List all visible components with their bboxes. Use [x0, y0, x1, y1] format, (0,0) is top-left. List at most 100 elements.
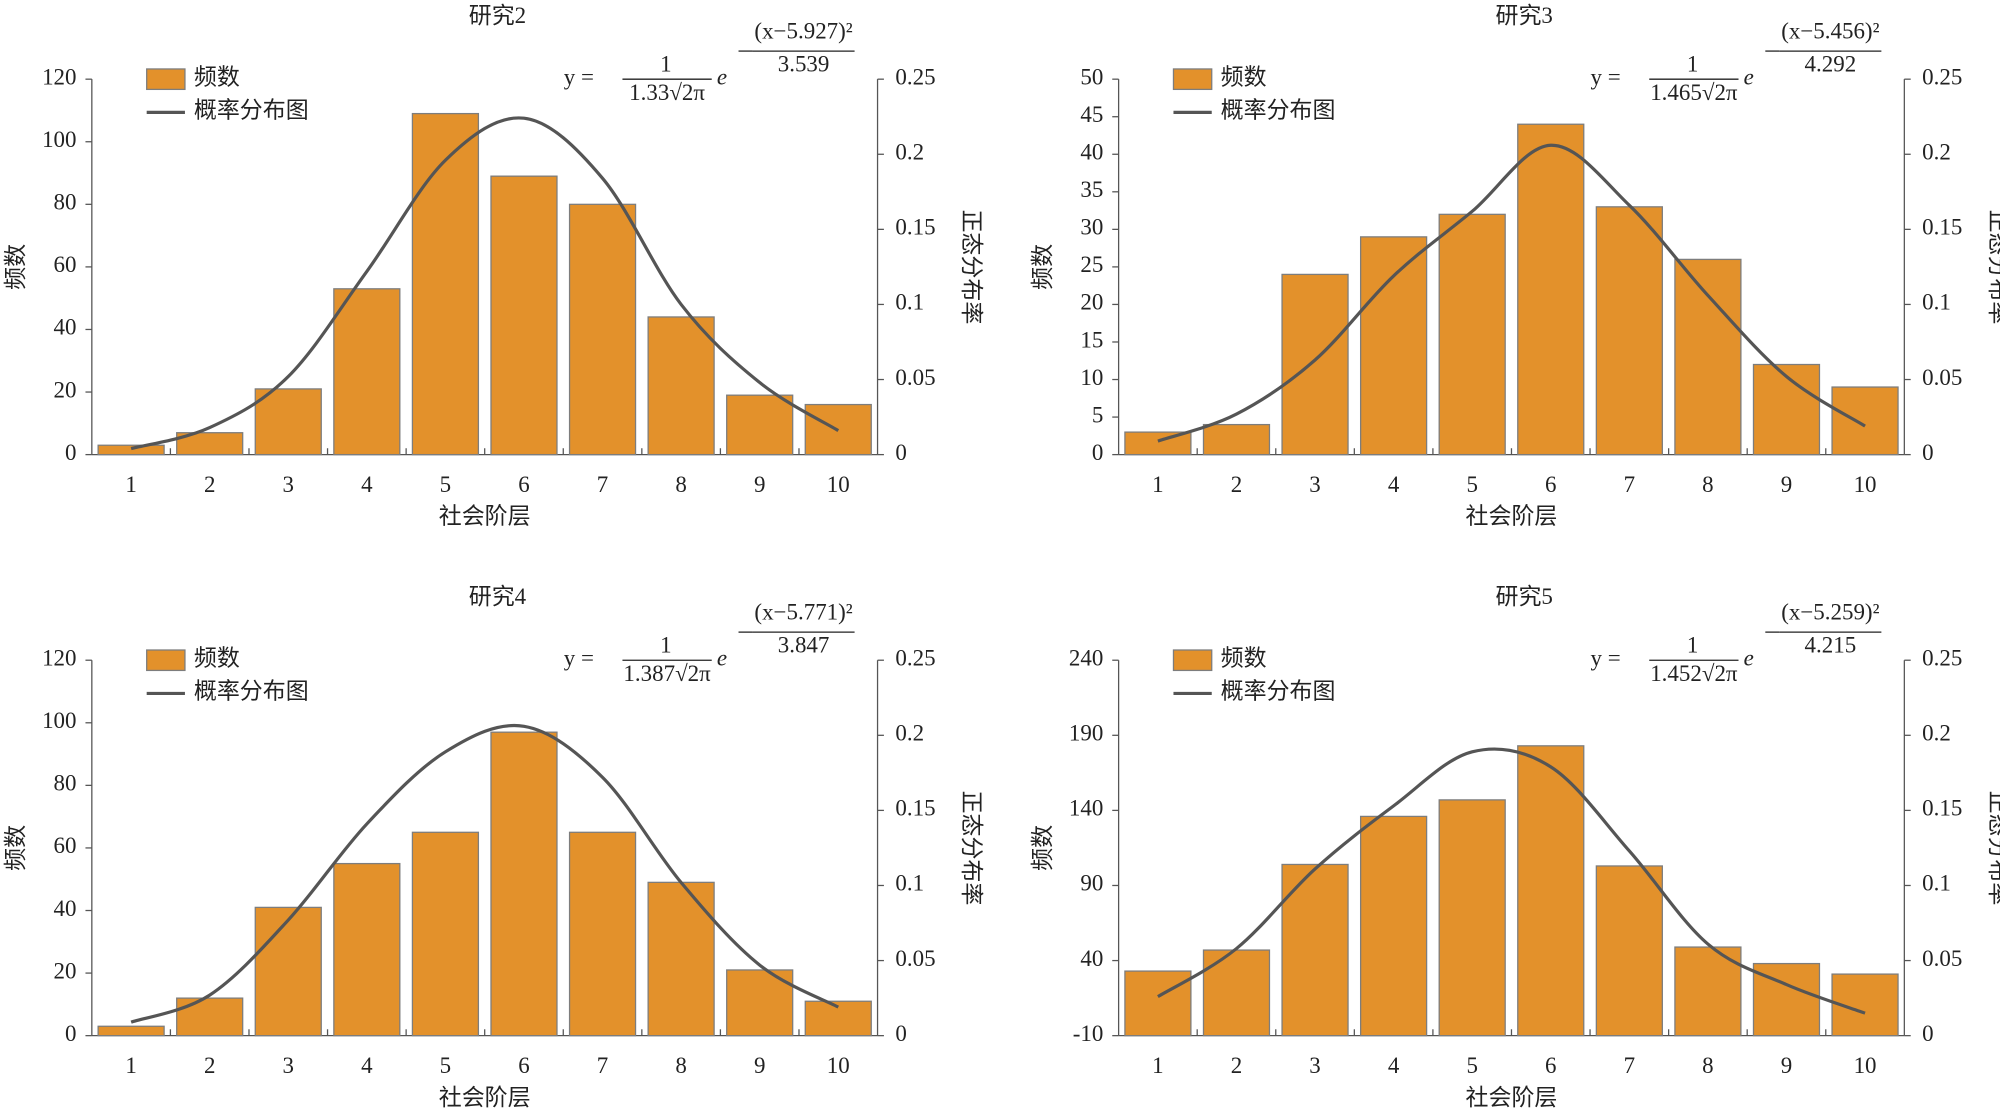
- x-tick-label: 6: [1545, 1053, 1556, 1078]
- x-tick-label: 5: [440, 1053, 451, 1078]
- chart-title: 研究2: [469, 3, 526, 28]
- bar: [647, 316, 715, 456]
- bar: [490, 175, 558, 456]
- y-axis-title: 频数: [1030, 825, 1055, 871]
- y-axis-title: 频数: [3, 825, 28, 871]
- equation-lhs: y =: [1591, 64, 1621, 89]
- equation-lhs: y =: [564, 645, 594, 670]
- x-tick-label: 9: [1781, 1053, 1792, 1078]
- x-tick-label: 4: [1388, 1053, 1400, 1078]
- y-tick-label: 40: [1080, 946, 1103, 971]
- y2-tick-label: 0.05: [895, 946, 935, 971]
- y-tick-label: 90: [1080, 871, 1103, 896]
- x-tick-label: 10: [1854, 1053, 1877, 1078]
- bar: [568, 203, 637, 456]
- x-axis-title: 社会阶层: [439, 504, 531, 529]
- y2-tick-label: 0: [895, 1021, 906, 1046]
- y2-tick-label: 0.2: [1922, 140, 1951, 165]
- bar: [1674, 946, 1742, 1037]
- y2-tick-label: 0.2: [895, 721, 924, 746]
- x-tick-label: 6: [1545, 472, 1556, 497]
- y2-tick-label: 0.05: [1922, 365, 1962, 390]
- y-tick-label: 140: [1069, 796, 1103, 821]
- y2-tick-label: 0.25: [895, 645, 935, 670]
- y2-axis-title: 正态分布率: [1986, 790, 2000, 905]
- legend-label: 频数: [194, 645, 240, 670]
- y-tick-label: 190: [1069, 721, 1103, 746]
- x-tick-label: 1: [1152, 1053, 1163, 1078]
- y2-tick-label: 0.2: [1922, 721, 1951, 746]
- x-tick-label: 4: [1388, 472, 1400, 497]
- bar: [333, 288, 401, 456]
- bar: [1359, 236, 1428, 456]
- bar: [726, 394, 794, 456]
- x-tick-label: 5: [1466, 1053, 1477, 1078]
- y2-tick-label: 0.15: [1922, 215, 1962, 240]
- x-tick-label: 8: [1702, 472, 1713, 497]
- bar: [1674, 258, 1742, 456]
- exponent-denominator: 4.292: [1805, 52, 1857, 77]
- bar: [333, 862, 401, 1037]
- y-tick-label: 240: [1069, 645, 1103, 670]
- x-tick-label: 9: [754, 472, 765, 497]
- bar: [1517, 123, 1585, 456]
- equation-numerator: 1: [1687, 52, 1698, 77]
- y2-axis-title: 正态分布率: [959, 209, 984, 324]
- bar: [1438, 799, 1506, 1037]
- y-tick-label: 45: [1080, 102, 1103, 127]
- y2-tick-label: 0: [1922, 440, 1933, 465]
- y-tick-label: 10: [1080, 365, 1103, 390]
- bar: [568, 831, 637, 1037]
- y2-tick-label: 0.25: [1922, 645, 1962, 670]
- y-tick-label: 40: [1080, 140, 1103, 165]
- bar: [97, 444, 165, 456]
- x-tick-label: 8: [675, 1053, 686, 1078]
- bar: [1595, 206, 1663, 456]
- legend-label: 概率分布图: [1221, 98, 1336, 123]
- y-tick-label: -10: [1073, 1021, 1104, 1046]
- legend-label: 频数: [1221, 645, 1267, 670]
- y2-tick-label: 0: [1922, 1021, 1933, 1046]
- x-tick-label: 7: [1624, 472, 1635, 497]
- chart-title: 研究4: [469, 584, 527, 609]
- y-tick-label: 40: [54, 315, 77, 340]
- chart-title: 研究5: [1496, 584, 1553, 609]
- x-tick-label: 2: [204, 472, 215, 497]
- y2-tick-label: 0: [895, 440, 906, 465]
- line: [130, 116, 840, 451]
- y-tick-label: 20: [54, 958, 77, 983]
- legend-swatch: [146, 649, 186, 672]
- y-tick-label: 15: [1080, 327, 1103, 352]
- x-tick-label: 10: [1854, 472, 1877, 497]
- bar: [97, 1025, 165, 1037]
- bar: [254, 388, 322, 456]
- y2-tick-label: 0.15: [1922, 796, 1962, 821]
- bar: [490, 731, 558, 1037]
- x-tick-label: 9: [1781, 472, 1792, 497]
- x-tick-label: 2: [1231, 1053, 1242, 1078]
- equation-numerator: 1: [1687, 633, 1698, 658]
- equation-base: e: [717, 64, 727, 89]
- legend-label: 频数: [194, 64, 240, 89]
- legend-swatch: [146, 68, 186, 91]
- y-tick-label: 0: [65, 440, 76, 465]
- x-tick-label: 2: [1231, 472, 1242, 497]
- equation-numerator: 1: [660, 52, 671, 77]
- legend-swatch: [1172, 649, 1213, 672]
- y-tick-label: 25: [1080, 252, 1103, 277]
- bar: [1202, 423, 1271, 456]
- equation-denominator: 1.33√2π: [629, 80, 705, 105]
- y2-tick-label: 0.15: [895, 215, 935, 240]
- equation-base: e: [717, 645, 727, 670]
- y-tick-label: 80: [54, 190, 77, 215]
- y2-tick-label: 0.1: [895, 871, 924, 896]
- y-tick-label: 100: [42, 708, 76, 733]
- y-tick-label: 100: [42, 127, 76, 152]
- equation-lhs: y =: [564, 64, 594, 89]
- x-tick-label: 7: [597, 1053, 608, 1078]
- y-tick-label: 60: [54, 252, 77, 277]
- y2-tick-label: 0.1: [895, 290, 924, 315]
- x-tick-label: 4: [361, 472, 373, 497]
- legend-swatch: [1172, 68, 1213, 91]
- y-tick-label: 50: [1080, 64, 1103, 89]
